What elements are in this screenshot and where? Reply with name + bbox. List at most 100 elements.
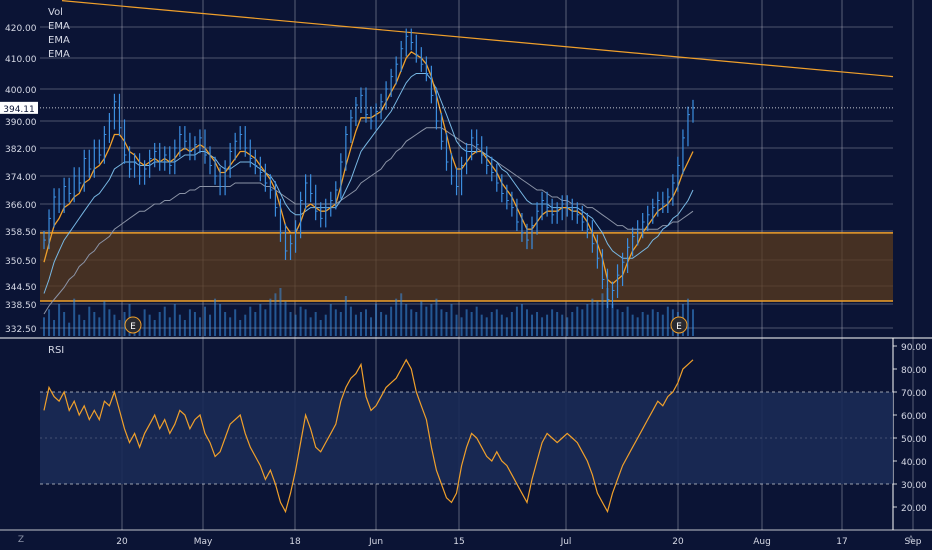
volume-bar	[586, 304, 589, 336]
y-tick-label: 350.50	[5, 257, 37, 267]
volume-bar	[440, 309, 443, 336]
volume-bar	[354, 314, 357, 336]
volume-bar	[546, 314, 549, 336]
volume-bar	[420, 301, 423, 336]
volume-bar	[435, 298, 438, 336]
volume-bar	[198, 317, 201, 336]
volume-bar	[556, 312, 559, 336]
y-tick-label: 366.00	[5, 201, 37, 211]
volume-bar	[692, 309, 694, 336]
rsi-tick-label: 80.00	[901, 366, 927, 376]
earnings-marker	[124, 316, 142, 334]
volume-bar	[510, 312, 513, 336]
y-tick-label: 332.50	[5, 325, 37, 335]
volume-bar	[520, 304, 523, 336]
y-tick-label: 374.00	[5, 173, 37, 183]
volume-bar	[68, 322, 71, 336]
volume-bar	[214, 298, 217, 336]
last-price-box	[0, 101, 38, 114]
volume-bar	[430, 304, 433, 336]
volume-bar	[53, 320, 56, 336]
volume-bar	[254, 312, 257, 336]
volume-bar	[515, 306, 518, 336]
volume-bar	[611, 304, 614, 336]
rsi-tick-label: 60.00	[901, 412, 927, 422]
volume-bar	[178, 314, 181, 336]
volume-bar	[309, 317, 312, 336]
volume-bar	[148, 314, 151, 336]
volume-bar	[445, 312, 448, 336]
volume-bar	[480, 314, 483, 336]
volume-bar	[349, 306, 352, 336]
x-tick-label: 20	[672, 537, 684, 547]
volume-bar	[505, 317, 508, 336]
volume-bar	[294, 314, 297, 336]
volume-bar	[203, 306, 206, 336]
volume-bar	[153, 320, 156, 336]
volume-bar	[163, 306, 166, 336]
volume-bar	[410, 309, 413, 336]
ema-slow-line	[43, 127, 694, 315]
zoom-button[interactable]: Z	[17, 535, 25, 545]
auto-scale-button[interactable]: A	[907, 535, 915, 545]
volume-bar	[234, 309, 237, 336]
volume-bar	[329, 304, 332, 336]
volume-bar	[229, 317, 232, 336]
rsi-tick-label: 70.00	[901, 389, 927, 399]
volume-bar	[400, 293, 403, 336]
volume-bar	[561, 314, 564, 336]
volume-bar	[88, 306, 91, 336]
volume-bar	[188, 309, 191, 336]
volume-bar	[108, 309, 111, 336]
volume-bar	[405, 304, 408, 336]
volume-bar	[103, 301, 106, 336]
earnings-marker-label: E	[676, 322, 682, 332]
volume-bar	[274, 293, 277, 336]
volume-bar	[344, 296, 347, 336]
volume-bar	[475, 306, 478, 336]
volume-bar	[193, 312, 196, 336]
volume-bar	[661, 314, 664, 336]
volume-bar	[264, 309, 267, 336]
volume-bar	[541, 317, 544, 336]
volume-bar	[626, 306, 629, 336]
volume-bar	[566, 317, 569, 336]
volume-bar	[415, 312, 418, 336]
volume-bar	[465, 309, 468, 336]
rsi-legend: RSI	[48, 345, 65, 356]
legend-ema-2: EMA	[48, 35, 70, 46]
legend-ema-1: EMA	[48, 21, 70, 32]
y-tick-label: 420.00	[5, 24, 37, 34]
volume-bar	[385, 314, 388, 336]
volume-bar	[571, 312, 574, 336]
volume-bar	[551, 309, 554, 336]
x-tick-label: Jul	[560, 537, 572, 547]
volume-bar	[606, 288, 609, 336]
volume-bar	[259, 304, 262, 336]
volume-bar	[495, 309, 498, 336]
x-tick-label: 17	[836, 537, 847, 547]
y-tick-label: 390.00	[5, 118, 37, 128]
volume-bar	[364, 309, 367, 336]
volume-bar	[686, 298, 689, 336]
legend-vol: Vol	[48, 7, 63, 18]
volume-bar	[500, 314, 503, 336]
volume-bar	[48, 309, 51, 336]
volume-bar	[460, 317, 463, 336]
volume-bar	[118, 320, 121, 336]
main-legend: Vol EMA EMA EMA	[48, 6, 70, 62]
volume-bar	[455, 314, 458, 336]
rsi-tick-label: 20.00	[901, 504, 927, 514]
volume-bar	[83, 320, 86, 336]
volume-bar	[359, 312, 362, 336]
volume-bar	[43, 317, 45, 336]
volume-bar	[224, 312, 227, 336]
x-tick-label: Aug	[753, 537, 771, 547]
volume-bar	[63, 312, 66, 336]
volume-bar	[98, 317, 101, 336]
volume-bar	[370, 317, 373, 336]
volume-bar	[279, 288, 282, 336]
volume-bar	[113, 314, 116, 336]
volume-bar	[78, 314, 81, 336]
volume-bar	[334, 309, 337, 336]
